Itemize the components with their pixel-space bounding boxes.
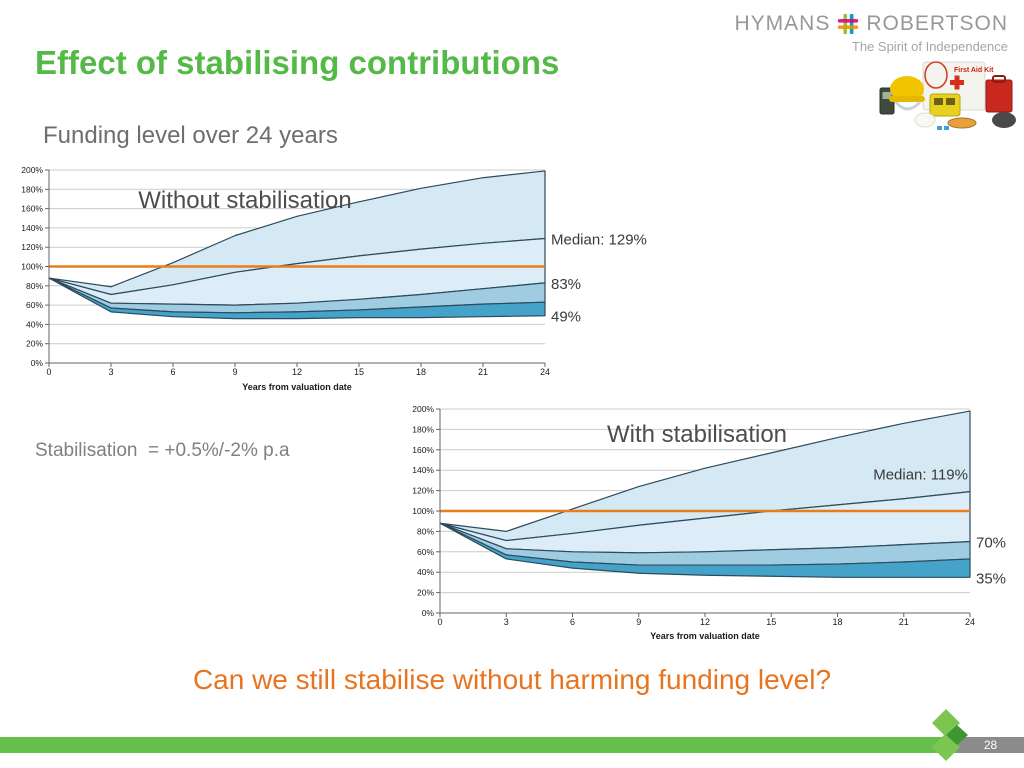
x-axis-title: Years from valuation date xyxy=(650,631,760,641)
company-logo: HYMANS ROBERTSON The Spirit of Independe… xyxy=(735,12,1009,54)
y-tick-label: 80% xyxy=(417,526,434,536)
annotation-label: 35% xyxy=(976,570,1006,587)
y-tick-label: 100% xyxy=(412,506,434,516)
x-tick-label: 3 xyxy=(108,367,113,377)
x-tick-label: 12 xyxy=(700,617,710,627)
logo-name-left: HYMANS xyxy=(734,12,831,35)
y-tick-label: 0% xyxy=(31,358,44,368)
y-tick-label: 60% xyxy=(417,547,434,557)
fan-band xyxy=(48,277,546,320)
annotation-label: 49% xyxy=(551,309,581,326)
logo-hash-icon xyxy=(838,13,859,35)
y-tick-label: 180% xyxy=(412,424,434,434)
x-tick-label: 0 xyxy=(46,367,51,377)
y-tick-label: 100% xyxy=(21,262,43,272)
chart-section-heading: Funding level over 24 years xyxy=(43,122,338,149)
safety-equipment-image: First Aid Kit xyxy=(878,56,1018,134)
diamond-logo-icon xyxy=(932,709,968,761)
stabilisation-note: Stabilisation = +0.5%/-2% p.a xyxy=(35,440,290,461)
x-tick-label: 12 xyxy=(292,367,302,377)
x-tick-label: 3 xyxy=(504,617,509,627)
y-tick-label: 20% xyxy=(417,588,434,598)
fan-chart-with-stabilisation: 0% 20% 40% 60% 80% 100% 120% 140% 160% 180% 200% 0 3… xyxy=(412,404,1006,641)
x-tick-label: 18 xyxy=(832,617,842,627)
y-tick-label: 120% xyxy=(21,242,43,252)
y-tick-label: 200% xyxy=(21,165,43,175)
page-number-badge: 28 xyxy=(957,737,1024,753)
fan-chart-without-stabilisation: 0% 20% 40% 60% 80% 100% 120% 140% 160% 180% 200% 0 3… xyxy=(21,165,647,392)
x-tick-label: 18 xyxy=(416,367,426,377)
closing-question: Can we still stabilise without harming f… xyxy=(192,664,832,695)
x-tick-label: 6 xyxy=(570,617,575,627)
y-tick-label: 0% xyxy=(422,608,435,618)
x-tick-label: 15 xyxy=(354,367,364,377)
y-tick-label: 160% xyxy=(21,204,43,214)
y-tick-label: 60% xyxy=(26,300,43,310)
y-tick-label: 120% xyxy=(412,486,434,496)
page-title: Effect of stabilising contributions xyxy=(35,44,560,81)
svg-text:First Aid Kit: First Aid Kit xyxy=(954,67,994,74)
annotation-label: 83% xyxy=(551,276,581,293)
x-tick-label: 0 xyxy=(437,617,442,627)
x-tick-label: 24 xyxy=(540,367,550,377)
logo-name-right: ROBERTSON xyxy=(866,12,1008,35)
x-tick-label: 21 xyxy=(899,617,909,627)
chart-title: Without stabilisation xyxy=(138,187,351,214)
y-tick-label: 140% xyxy=(412,465,434,475)
footer-bar xyxy=(0,737,957,753)
y-tick-label: 40% xyxy=(417,567,434,577)
annotation-label: Median: 129% xyxy=(551,232,647,249)
annotation-label: Median: 119% xyxy=(873,467,968,484)
x-tick-label: 6 xyxy=(170,367,175,377)
y-tick-label: 80% xyxy=(26,281,43,291)
fan-band xyxy=(439,522,971,578)
y-tick-label: 40% xyxy=(26,319,43,329)
chart-title: With stabilisation xyxy=(607,421,787,448)
x-tick-label: 21 xyxy=(478,367,488,377)
y-tick-label: 200% xyxy=(412,404,434,414)
y-tick-label: 140% xyxy=(21,223,43,233)
logo-tagline: The Spirit of Independence xyxy=(851,39,1008,54)
annotation-label: 70% xyxy=(976,535,1006,552)
y-tick-label: 160% xyxy=(412,445,434,455)
y-tick-label: 20% xyxy=(26,339,43,349)
x-tick-label: 9 xyxy=(636,617,641,627)
page-number: 28 xyxy=(983,738,998,752)
x-tick-label: 15 xyxy=(766,617,776,627)
x-tick-label: 24 xyxy=(965,617,975,627)
y-tick-label: 180% xyxy=(21,184,43,194)
x-axis-title: Years from valuation date xyxy=(242,382,352,392)
x-tick-label: 9 xyxy=(232,367,237,377)
